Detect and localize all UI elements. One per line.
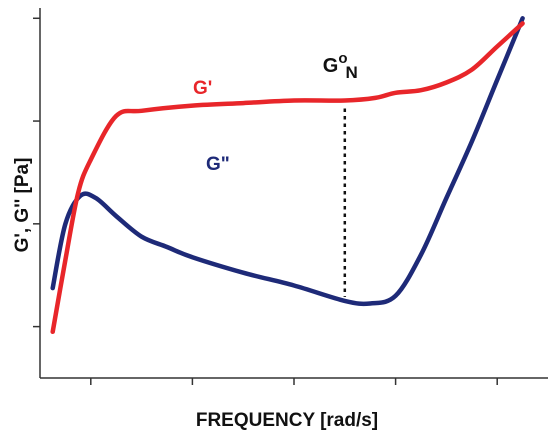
g-prime-label: G' [193,78,212,99]
axes [39,8,548,379]
g-prime-curve [50,21,525,335]
g-double-prime-label: G" [206,154,230,175]
curves [50,16,525,335]
plateau-modulus-label: Go N [323,50,358,82]
label-layer: FREQUENCY [rad/s] G', G'' [Pa] G' G" Go N [12,50,378,431]
x-axis-title: FREQUENCY [rad/s] [196,410,378,431]
y-axis-title: G', G'' [Pa] [12,158,33,253]
g-double-prime-curve [50,16,525,307]
ticks [33,17,498,385]
